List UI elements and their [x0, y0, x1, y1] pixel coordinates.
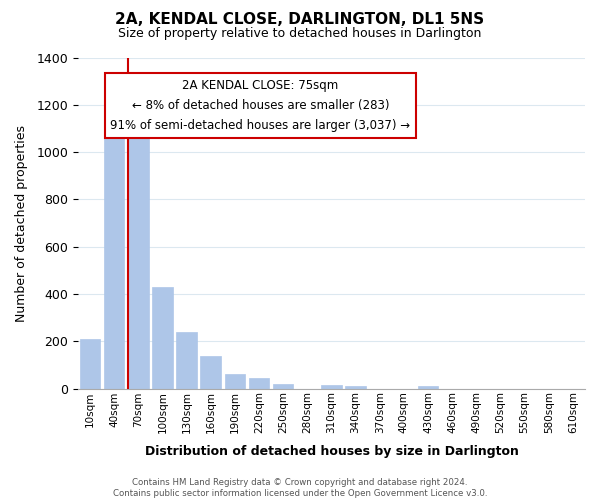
Bar — [321, 385, 342, 388]
Text: Contains HM Land Registry data © Crown copyright and database right 2024.
Contai: Contains HM Land Registry data © Crown c… — [113, 478, 487, 498]
Text: 2A, KENDAL CLOSE, DARLINGTON, DL1 5NS: 2A, KENDAL CLOSE, DARLINGTON, DL1 5NS — [115, 12, 485, 28]
X-axis label: Distribution of detached houses by size in Darlington: Distribution of detached houses by size … — [145, 444, 518, 458]
Bar — [128, 130, 149, 388]
Text: Size of property relative to detached houses in Darlington: Size of property relative to detached ho… — [118, 28, 482, 40]
Bar — [80, 339, 100, 388]
Bar — [104, 124, 124, 388]
Bar — [176, 332, 197, 388]
Bar — [418, 386, 439, 388]
Bar — [224, 374, 245, 388]
Bar — [346, 386, 366, 388]
Text: 2A KENDAL CLOSE: 75sqm
← 8% of detached houses are smaller (283)
91% of semi-det: 2A KENDAL CLOSE: 75sqm ← 8% of detached … — [110, 79, 410, 132]
Bar — [249, 378, 269, 388]
Bar — [152, 287, 173, 388]
Y-axis label: Number of detached properties: Number of detached properties — [15, 124, 28, 322]
Bar — [200, 356, 221, 388]
Bar — [273, 384, 293, 388]
